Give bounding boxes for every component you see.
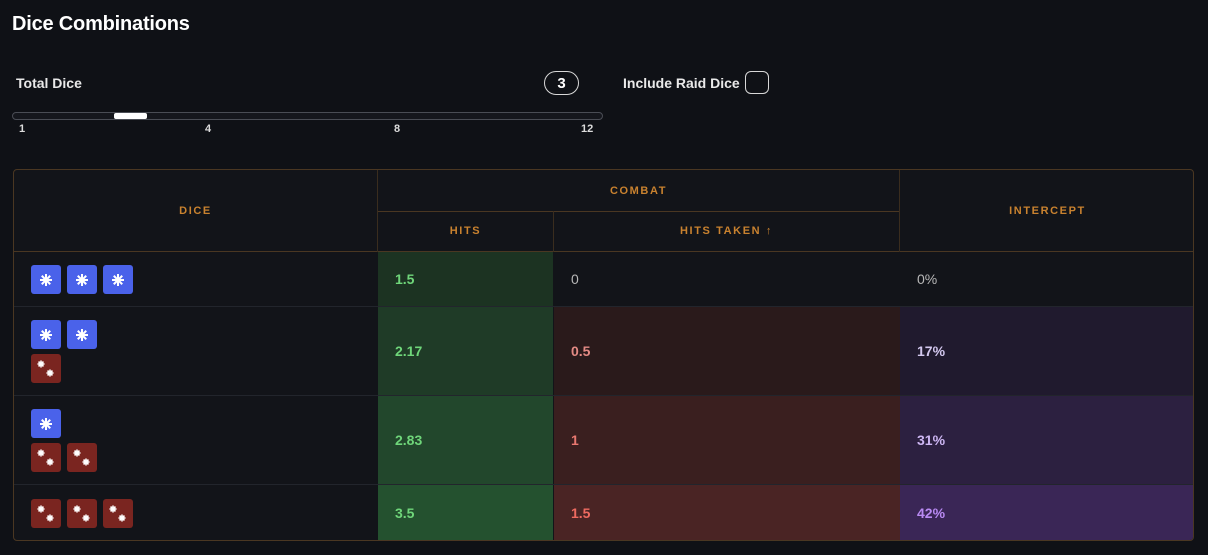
- hits-taken-cell: 0: [554, 252, 900, 306]
- intercept-cell: 17%: [900, 307, 1193, 395]
- blue-die-icon: [31, 320, 61, 349]
- blue-die-icon: [31, 265, 61, 294]
- intercept-cell: 31%: [900, 396, 1193, 484]
- header-hits-taken[interactable]: HITS TAKEN ↑: [680, 225, 773, 237]
- header-intercept[interactable]: INTERCEPT: [1009, 204, 1086, 217]
- blue-die-icon: [31, 409, 61, 438]
- include-raid-dice-checkbox[interactable]: [745, 71, 769, 94]
- dice-combination-cell: [31, 320, 97, 383]
- include-raid-dice-label: Include Raid Dice: [623, 75, 740, 91]
- header-hits[interactable]: HITS: [449, 225, 482, 237]
- red-die-icon: [67, 499, 97, 528]
- slider-tick-12: 12: [581, 123, 594, 135]
- intercept-cell: 0%: [900, 252, 1193, 306]
- dice-combination-cell: [31, 409, 97, 472]
- total-dice-label: Total Dice: [16, 75, 82, 91]
- hits-taken-cell: 1.5: [554, 485, 900, 540]
- dice-combination-cell: [31, 499, 133, 528]
- header-combat: COMBAT: [609, 184, 668, 197]
- blue-die-icon: [67, 320, 97, 349]
- page-title: Dice Combinations: [12, 13, 190, 35]
- hits-taken-cell: 1: [554, 396, 900, 484]
- header-dice: DICE: [179, 204, 212, 217]
- hits-cell: 2.83: [378, 396, 553, 484]
- hits-cell: 3.5: [378, 485, 553, 540]
- total-dice-slider[interactable]: [12, 112, 603, 120]
- slider-tick-8: 8: [394, 123, 401, 135]
- red-die-icon: [31, 354, 61, 383]
- red-die-icon: [67, 443, 97, 472]
- blue-die-icon: [103, 265, 133, 294]
- dice-combination-cell: [31, 265, 133, 294]
- blue-die-icon: [67, 265, 97, 294]
- hits-cell: 1.5: [378, 252, 553, 306]
- dice-combinations-table: DICE COMBAT HITS HITS TAKEN ↑ INTERCEPT …: [13, 169, 1194, 541]
- hits-taken-cell: 0.5: [554, 307, 900, 395]
- slider-tick-4: 4: [205, 123, 212, 135]
- total-dice-value-badge: 3: [544, 71, 579, 95]
- hits-cell: 2.17: [378, 307, 553, 395]
- red-die-icon: [31, 499, 61, 528]
- slider-thumb[interactable]: [114, 113, 147, 119]
- red-die-icon: [103, 499, 133, 528]
- slider-tick-1: 1: [19, 123, 26, 135]
- intercept-cell: 42%: [900, 485, 1193, 540]
- red-die-icon: [31, 443, 61, 472]
